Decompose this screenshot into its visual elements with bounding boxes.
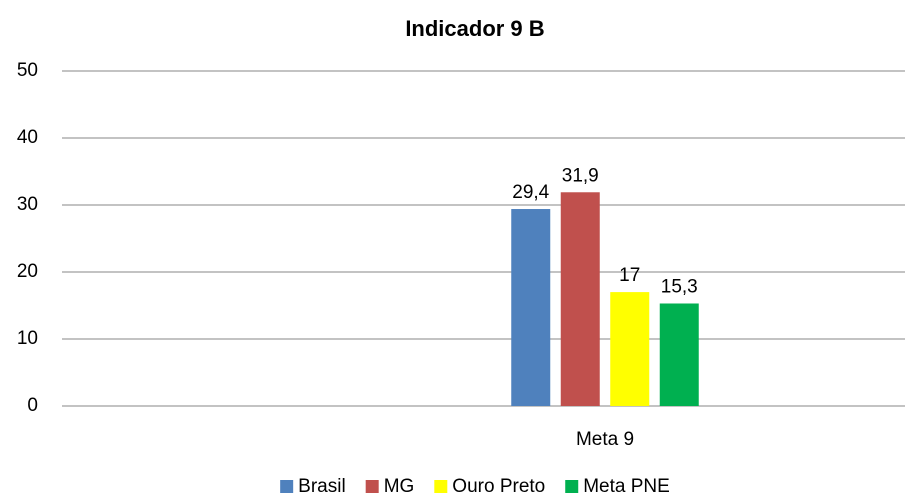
- chart-title: Indicador 9 B: [405, 16, 544, 41]
- bar: [511, 209, 551, 406]
- legend-swatch: [280, 480, 294, 493]
- bar: [610, 292, 650, 406]
- legend-label: Meta PNE: [583, 476, 670, 495]
- y-tick-label: 40: [17, 127, 38, 148]
- bar: [659, 303, 699, 406]
- bar: [560, 192, 600, 406]
- legend-label: Brasil: [298, 476, 346, 495]
- x-tick-label: Meta 9: [576, 429, 634, 450]
- y-tick-label: 50: [17, 60, 38, 81]
- y-tick-label: 30: [17, 194, 38, 215]
- legend-label: Ouro Preto: [452, 476, 545, 495]
- data-label: 31,9: [562, 165, 599, 186]
- legend-label: MG: [384, 476, 415, 495]
- y-tick-label: 20: [17, 261, 38, 282]
- legend-swatch: [565, 480, 579, 493]
- legend-swatch: [365, 480, 379, 493]
- legend-swatch: [434, 480, 448, 493]
- data-label: 17: [619, 265, 640, 286]
- data-label: 29,4: [512, 182, 549, 203]
- y-tick-label: 0: [27, 395, 38, 416]
- y-tick-label: 10: [17, 328, 38, 349]
- data-label: 15,3: [661, 277, 698, 298]
